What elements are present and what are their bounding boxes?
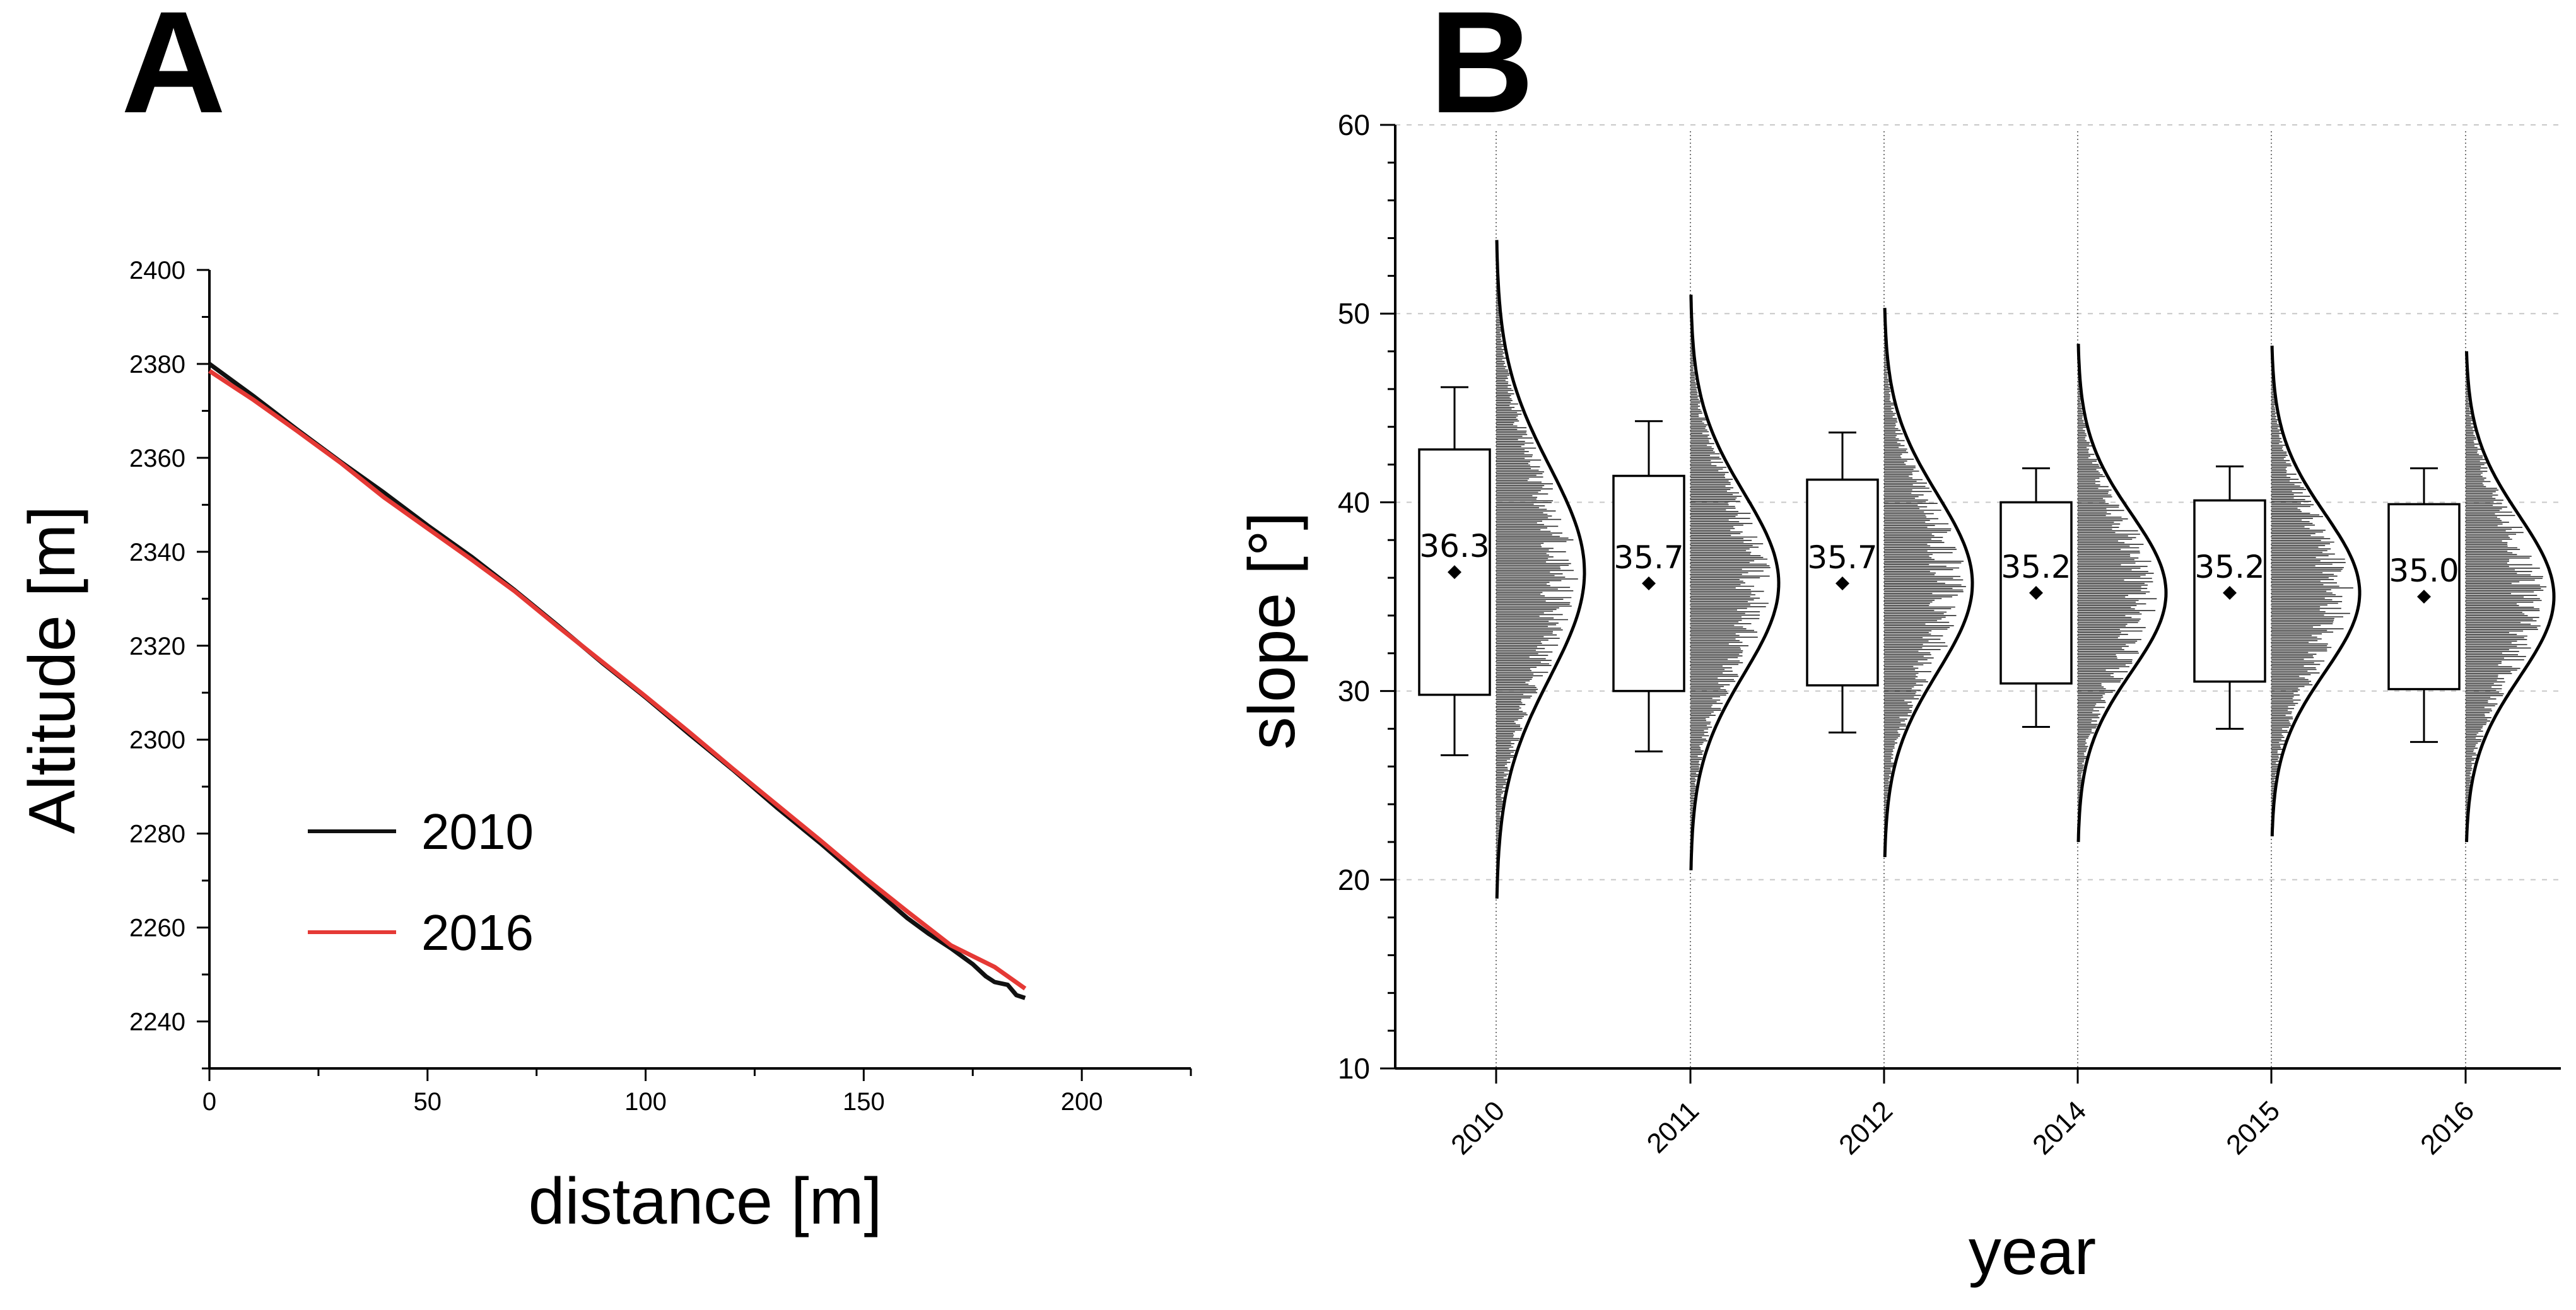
legend-label-2016: 2016 bbox=[421, 904, 534, 961]
mean-label-2015: 35.2 bbox=[2194, 549, 2264, 585]
mean-marker-2012 bbox=[1835, 576, 1849, 591]
panel-a-legend: 2010 2016 bbox=[308, 804, 534, 961]
panel-a-x-tick-label: 0 bbox=[202, 1088, 216, 1116]
mean-marker-2011 bbox=[1642, 576, 1656, 591]
panel-b-boxes: 36.3 35.7 35.7 35.2 35.2 35.0 bbox=[1418, 386, 2461, 756]
normal-curve-2012 bbox=[1883, 308, 1974, 857]
line-series-2016 bbox=[208, 369, 1027, 991]
panel-b-y-tick-label: 30 bbox=[1338, 675, 1370, 708]
year-tick-label-2011: 2011 bbox=[1641, 1095, 1706, 1159]
panel-b-y-tick-label: 40 bbox=[1338, 486, 1370, 518]
panel-a-y-tick-label: 2400 bbox=[129, 257, 185, 284]
year-tick-label-2010: 2010 bbox=[1445, 1095, 1511, 1161]
mean-label-2012: 35.7 bbox=[1807, 539, 1877, 576]
panel-a-y-tick-label: 2340 bbox=[129, 539, 185, 566]
mean-marker-2015 bbox=[2223, 586, 2237, 600]
panel-a-letter: A bbox=[121, 0, 226, 143]
panel-a-y-label: Altitude [m] bbox=[16, 506, 89, 834]
legend-label-2010: 2010 bbox=[421, 804, 534, 860]
panel-a-y-tick-label: 2360 bbox=[129, 445, 185, 472]
panel-a-y-tick-label: 2240 bbox=[129, 1009, 185, 1036]
panel-b-distributions bbox=[1495, 131, 2556, 1068]
panel-a-ticks: 0 50 100 150 200 2240 2260 2280 2300 2320 2340 2360… bbox=[129, 257, 1192, 1116]
normal-curve-2014 bbox=[2076, 344, 2168, 843]
panel-b: B 36.3 35.7 35.7 35.2 35.2 35.0 10 20 30 40 50 60 2… bbox=[1236, 0, 2561, 1289]
mean-label-2010: 36.3 bbox=[1419, 528, 1489, 564]
panel-a-x-tick-label: 200 bbox=[1061, 1088, 1103, 1116]
panel-b-gridlines bbox=[1395, 124, 2561, 880]
panel-a-lines bbox=[208, 362, 1027, 1000]
panel-a-y-tick-label: 2260 bbox=[129, 915, 185, 942]
normal-curve-2011 bbox=[1689, 295, 1781, 870]
panel-b-y-tick-label: 50 bbox=[1338, 297, 1370, 330]
mean-label-2014: 35.2 bbox=[2001, 549, 2071, 585]
panel-b-x-label: year bbox=[1969, 1215, 2096, 1289]
year-tick-label-2014: 2014 bbox=[2027, 1095, 2092, 1161]
panel-a-x-tick-label: 100 bbox=[624, 1088, 667, 1116]
normal-curve-2010 bbox=[1495, 240, 1586, 899]
year-tick-label-2016: 2016 bbox=[2415, 1095, 2480, 1161]
panel-a-y-tick-label: 2380 bbox=[129, 351, 185, 378]
normal-curve-2015 bbox=[2270, 346, 2362, 837]
panel-a-x-tick-label: 50 bbox=[414, 1088, 442, 1116]
mean-label-2011: 35.7 bbox=[1613, 539, 1683, 576]
panel-a-x-label: distance [m] bbox=[529, 1165, 882, 1238]
panel-b-letter: B bbox=[1429, 0, 1534, 143]
year-tick-label-2015: 2015 bbox=[2220, 1095, 2286, 1161]
panel-b-y-label: slope [°] bbox=[1236, 512, 1309, 750]
normal-curve-2016 bbox=[2465, 351, 2556, 843]
mean-marker-2014 bbox=[2029, 586, 2043, 600]
panel-b-y-tick-label: 20 bbox=[1338, 863, 1370, 896]
year-tick-label-2012: 2012 bbox=[1833, 1095, 1899, 1161]
mean-label-2016: 35.0 bbox=[2389, 553, 2459, 589]
panel-b-y-tick-label: 60 bbox=[1338, 108, 1370, 141]
panel-a-x-tick-label: 150 bbox=[843, 1088, 885, 1116]
mean-marker-2010 bbox=[1448, 565, 1461, 580]
panel-a-y-tick-label: 2280 bbox=[129, 821, 185, 848]
mean-marker-2016 bbox=[2417, 590, 2431, 604]
panel-a-y-tick-label: 2320 bbox=[129, 633, 185, 660]
panel-b-y-tick-label: 10 bbox=[1338, 1052, 1370, 1085]
panel-a-y-tick-label: 2300 bbox=[129, 727, 185, 754]
panel-a: A 0 50 100 150 200 2240 2260 2280 2300 2320 2340 23… bbox=[16, 0, 1192, 1238]
